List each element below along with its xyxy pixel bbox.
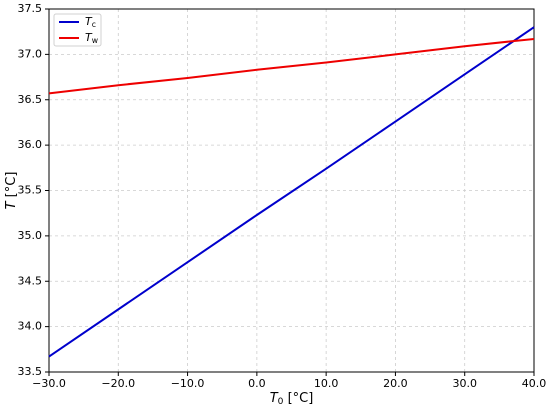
- plot-frame: [48, 8, 535, 373]
- x-tick-label: 30.0: [452, 377, 477, 390]
- y-axis-label: T [°C]: [4, 172, 19, 210]
- y-tick-label: 36.0: [18, 138, 43, 151]
- x-tick-label: 0.0: [248, 377, 266, 390]
- x-tick-label: 10.0: [314, 377, 339, 390]
- x-tick-label: −30.0: [32, 377, 66, 390]
- series-line: [48, 37, 535, 95]
- y-tick-label: 35.0: [18, 229, 43, 242]
- y-tick-label: 34.0: [18, 320, 43, 333]
- y-tick-label: 34.5: [18, 274, 43, 287]
- y-tick-label: 35.5: [18, 184, 43, 197]
- x-tick-label: 20.0: [383, 377, 408, 390]
- series-line: [48, 26, 535, 358]
- x-tick-label: −10.0: [171, 377, 205, 390]
- x-axis-label: T0 [°C]: [270, 391, 314, 407]
- y-tick-label: 36.5: [18, 93, 43, 106]
- x-tick-label: −20.0: [101, 377, 135, 390]
- y-tick-label: 37.5: [18, 2, 43, 15]
- legend: Tc Tw: [53, 13, 102, 47]
- legend-label: Tw: [85, 31, 98, 45]
- legend-label: Tc: [85, 15, 96, 29]
- y-tick-label: 37.0: [18, 47, 43, 60]
- y-tick-label: 33.5: [18, 365, 43, 378]
- x-tick-label: 40.0: [522, 377, 547, 390]
